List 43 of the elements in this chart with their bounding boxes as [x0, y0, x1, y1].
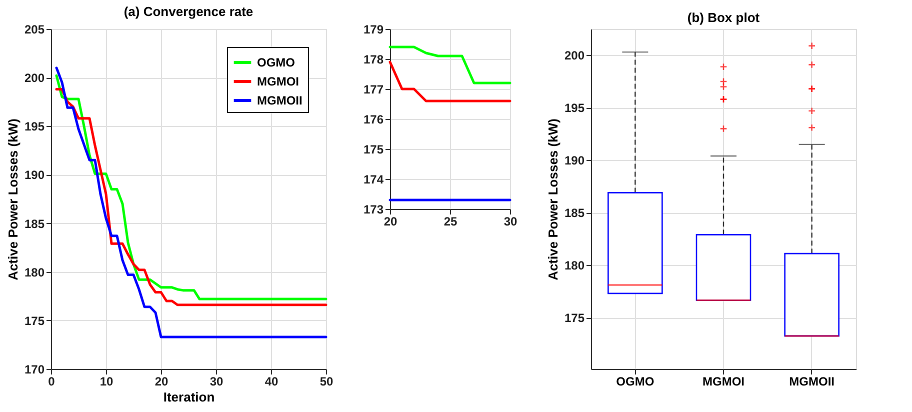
- x-tick-label: 40: [264, 374, 278, 388]
- y-tick-label: 205: [24, 22, 45, 36]
- x-tick-label: 20: [384, 214, 398, 228]
- y-tick-label: 180: [564, 258, 585, 273]
- y-tick-label: 175: [363, 142, 384, 156]
- y-tick-label: 180: [24, 265, 45, 280]
- y-tick-label: 176: [363, 112, 384, 126]
- x-tick-label: 30: [504, 214, 518, 228]
- x-tick-label: MGMOI: [702, 374, 744, 388]
- y-tick-label: 200: [564, 48, 585, 63]
- y-axis-title: Active Power Losses (kW): [545, 118, 560, 280]
- x-tick-label: 30: [210, 374, 224, 388]
- chart-title: (a) Convergence rate: [124, 4, 254, 19]
- y-tick-label: 175: [564, 311, 585, 326]
- chart-title: (b) Box plot: [687, 10, 760, 25]
- line-series: [388, 46, 512, 84]
- x-tick-label: MGMOII: [789, 374, 834, 388]
- x-tick-label: 50: [320, 374, 334, 388]
- x-tick-label: 0: [48, 374, 56, 388]
- y-tick-label: 174: [363, 172, 384, 186]
- y-tick-label: 175: [24, 314, 45, 328]
- y-tick-label: 195: [564, 101, 585, 116]
- line-series: [55, 66, 328, 338]
- legend-label: MGMOII: [257, 94, 302, 108]
- y-tick-label: 185: [24, 216, 45, 231]
- y-tick-label: 185: [564, 206, 585, 220]
- y-tick-label: 190: [24, 168, 45, 182]
- x-tick-label: 20: [154, 374, 168, 388]
- x-axis-title: Iteration: [163, 390, 215, 404]
- y-tick-label: 178: [363, 52, 384, 66]
- y-tick-label: 170: [24, 362, 45, 376]
- y-tick-label: 190: [564, 154, 585, 168]
- y-tick-label: 177: [363, 82, 384, 96]
- y-tick-label: 200: [24, 71, 45, 86]
- y-axis-title: Active Power Losses (kW): [5, 118, 20, 280]
- x-tick-label: 25: [444, 214, 458, 228]
- legend-label: OGMO: [257, 56, 295, 70]
- y-tick-label: 173: [363, 202, 384, 216]
- y-tick-label: 195: [24, 120, 45, 134]
- legend-label: MGMOI: [257, 74, 299, 88]
- y-tick-label: 179: [363, 22, 384, 36]
- x-tick-label: OGMO: [616, 374, 654, 388]
- x-tick-label: 10: [100, 374, 114, 388]
